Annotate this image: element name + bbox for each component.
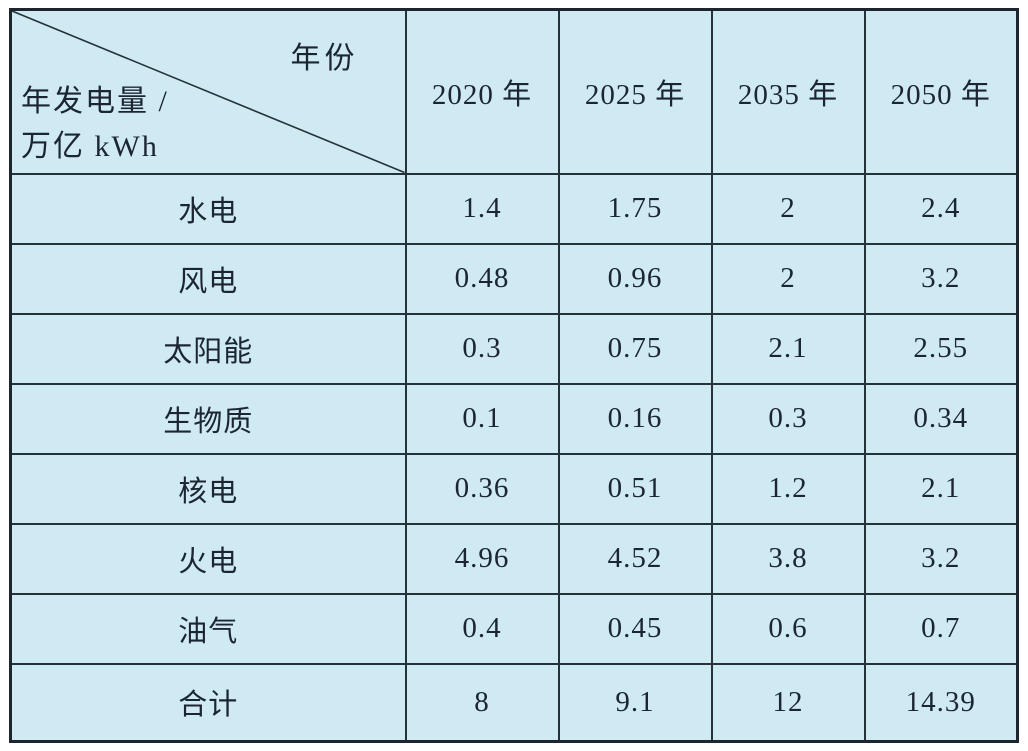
value-cell: 0.48 xyxy=(404,242,560,315)
value-cell: 1.4 xyxy=(404,172,560,245)
row-label-cell: 油气 xyxy=(9,592,407,665)
row-label-cell: 太阳能 xyxy=(9,312,407,385)
header-corner-cell: 年份 年发电量 / 万亿 kWh xyxy=(9,8,407,175)
value-cell: 4.96 xyxy=(404,522,560,595)
value-cell: 0.1 xyxy=(404,382,560,455)
value-cell: 0.7 xyxy=(863,592,1019,665)
value-cell: 0.3 xyxy=(404,312,560,385)
value-cell: 2.1 xyxy=(710,312,866,385)
value-cell: 2 xyxy=(710,172,866,245)
value-cell: 3.2 xyxy=(863,242,1019,315)
corner-label-year: 年份 xyxy=(290,42,359,75)
value-cell: 2.4 xyxy=(863,172,1019,245)
value-cell: 0.3 xyxy=(710,382,866,455)
table-row-thermal: 火电 4.96 4.52 3.8 3.2 xyxy=(9,522,1019,595)
value-cell: 1.2 xyxy=(710,452,866,525)
row-label-cell: 火电 xyxy=(9,522,407,595)
value-cell: 0.16 xyxy=(557,382,713,455)
table-row-total: 合计 8 9.1 12 14.39 xyxy=(9,662,1019,743)
row-label-cell: 核电 xyxy=(9,452,407,525)
value-cell: 2.1 xyxy=(863,452,1019,525)
value-cell: 0.96 xyxy=(557,242,713,315)
row-label-cell: 水电 xyxy=(9,172,407,245)
header-row: 年份 年发电量 / 万亿 kWh 2020 年 2025 年 2035 年 20… xyxy=(9,8,1019,175)
value-cell: 3.8 xyxy=(710,522,866,595)
corner-label-generation-line2: 万亿 kWh xyxy=(21,130,159,163)
value-cell: 0.45 xyxy=(557,592,713,665)
value-cell: 0.34 xyxy=(863,382,1019,455)
table-row-biomass: 生物质 0.1 0.16 0.3 0.34 xyxy=(9,382,1019,455)
table-row-nuclear: 核电 0.36 0.51 1.2 2.1 xyxy=(9,452,1019,525)
row-label-cell: 风电 xyxy=(9,242,407,315)
value-cell: 0.36 xyxy=(404,452,560,525)
value-cell: 14.39 xyxy=(863,662,1019,743)
value-cell: 8 xyxy=(404,662,560,743)
value-cell: 0.6 xyxy=(710,592,866,665)
value-cell: 12 xyxy=(710,662,866,743)
corner-label-generation-line1: 年发电量 / xyxy=(21,85,169,118)
power-generation-table: 年份 年发电量 / 万亿 kWh 2020 年 2025 年 2035 年 20… xyxy=(9,8,1019,743)
value-cell: 1.75 xyxy=(557,172,713,245)
value-cell: 4.52 xyxy=(557,522,713,595)
value-cell: 0.75 xyxy=(557,312,713,385)
row-label-cell: 生物质 xyxy=(9,382,407,455)
table-row-hydro: 水电 1.4 1.75 2 2.4 xyxy=(9,172,1019,245)
value-cell: 2 xyxy=(710,242,866,315)
corner-label-generation: 年发电量 / 万亿 kWh xyxy=(21,79,169,169)
table-row-oilgas: 油气 0.4 0.45 0.6 0.7 xyxy=(9,592,1019,665)
year-header-cell: 2050 年 xyxy=(863,8,1019,175)
year-header-cell: 2025 年 xyxy=(557,8,713,175)
table-row-solar: 太阳能 0.3 0.75 2.1 2.55 xyxy=(9,312,1019,385)
table-row-wind: 风电 0.48 0.96 2 3.2 xyxy=(9,242,1019,315)
value-cell: 2.55 xyxy=(863,312,1019,385)
row-label-cell: 合计 xyxy=(9,662,407,743)
diagonal-divider-line xyxy=(12,11,404,172)
value-cell: 0.51 xyxy=(557,452,713,525)
year-header-cell: 2020 年 xyxy=(404,8,560,175)
year-header-cell: 2035 年 xyxy=(710,8,866,175)
value-cell: 3.2 xyxy=(863,522,1019,595)
value-cell: 0.4 xyxy=(404,592,560,665)
value-cell: 9.1 xyxy=(557,662,713,743)
